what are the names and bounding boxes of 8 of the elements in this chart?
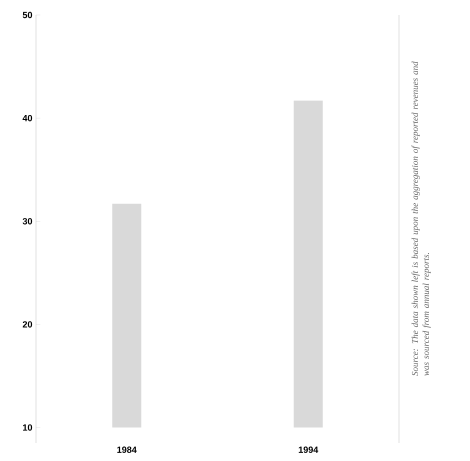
y-tick-label: 40 bbox=[22, 114, 32, 122]
y-tick-label: 50 bbox=[22, 12, 32, 18]
x-tick-label: 1984 bbox=[117, 446, 137, 453]
x-tick-label: 1994 bbox=[298, 446, 318, 453]
y-tick-label: 30 bbox=[22, 218, 32, 224]
y-tick-label: 10 bbox=[23, 424, 32, 431]
y-tick-label: 20 bbox=[22, 321, 32, 328]
source-note: Source: The data shown left is based upon the aggregation of reported revenues and was sourced from annual reports. bbox=[412, 61, 431, 376]
